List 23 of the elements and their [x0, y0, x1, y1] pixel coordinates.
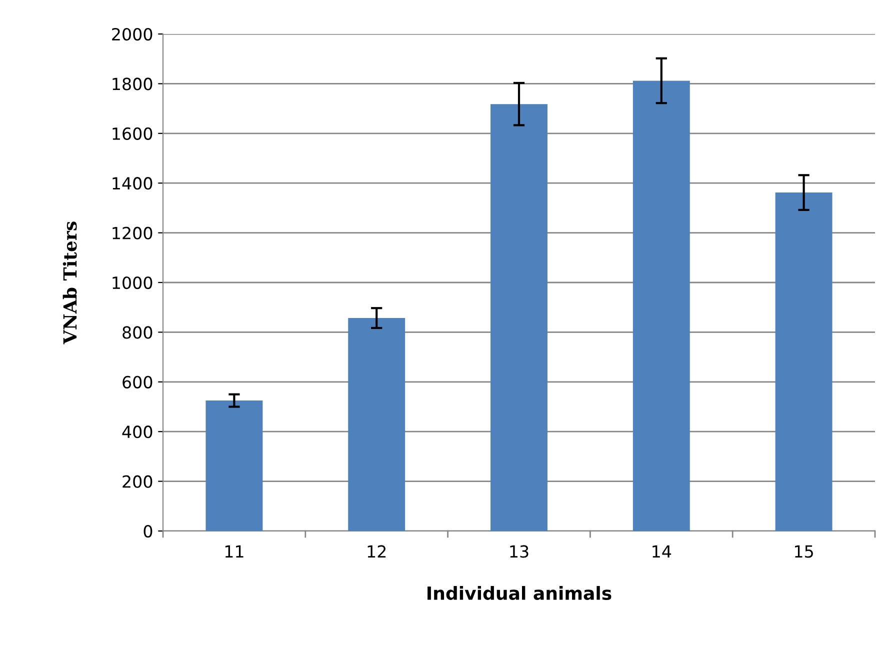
y-tick-label: 1000	[112, 276, 152, 290]
y-tick-label: 1600	[112, 127, 152, 140]
x-axis-title: Individual animals	[428, 586, 612, 600]
bar	[490, 104, 548, 531]
bar	[348, 318, 406, 531]
y-tick-label: 400	[122, 426, 152, 438]
x-tick-label: 11	[225, 545, 244, 558]
y-tick-label: 0	[144, 524, 152, 538]
y-axis-title: VNAb Titers	[62, 222, 77, 344]
y-tick-label: 200	[122, 475, 152, 488]
x-tick-label: 12	[368, 545, 386, 558]
bar	[775, 192, 832, 531]
x-tick-label: 13	[510, 545, 528, 558]
bar	[632, 80, 690, 531]
x-tick-label: 14	[652, 545, 672, 558]
y-tick-label: 1800	[112, 78, 152, 90]
x-tick-label: 15	[795, 545, 813, 558]
y-tick-label: 800	[122, 326, 152, 339]
y-tick-label: 2000	[112, 28, 152, 41]
y-tick-label: 600	[122, 376, 152, 388]
y-tick-label: 1400	[112, 177, 152, 190]
bar	[206, 400, 263, 531]
y-tick-label: 1200	[112, 226, 152, 240]
